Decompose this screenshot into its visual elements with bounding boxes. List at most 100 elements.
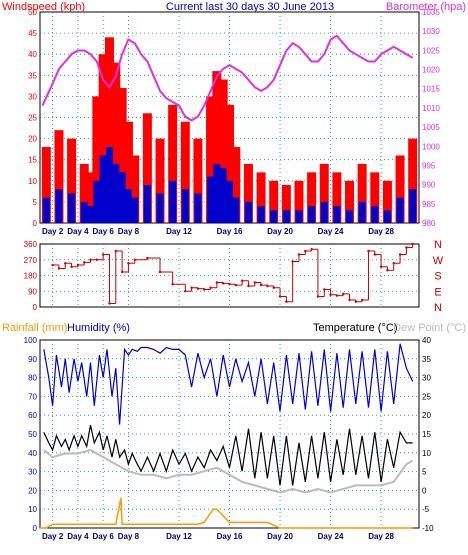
temp-x-tick-label: Day 6 [92, 532, 114, 541]
wind-gust-bar [212, 71, 222, 223]
temperature-y-tick-label: 20 [422, 411, 431, 420]
wind-x-tick-label: Day 28 [368, 227, 394, 236]
humidity-y-tick-label: 80 [28, 374, 37, 383]
wind-series [41, 34, 418, 224]
wind-average-bar [219, 168, 227, 223]
wind-average-bar [358, 201, 366, 223]
direction-point [266, 284, 269, 288]
humidity-y-tick-label: 100 [24, 336, 38, 345]
wind-y-tick-label: 0 [33, 219, 38, 228]
compass-label: N [434, 302, 442, 314]
wind-average-bar [333, 206, 341, 223]
wind-y-tick-label: 35 [28, 71, 37, 80]
temperature-y-tick-label: 5 [422, 468, 427, 477]
barometer-line [41, 34, 414, 122]
direction-point [354, 300, 358, 303]
barometer-y-tick-label: 1010 [422, 104, 440, 113]
wind-average-bar [80, 201, 88, 223]
wind-average-bar [169, 180, 177, 223]
direction-y-tick-label: 360 [24, 240, 38, 249]
wind-average-bar [308, 206, 316, 223]
humidity-y-tick-label: 70 [28, 392, 37, 401]
wind-gust-bar [370, 172, 380, 223]
wind-average-bar [181, 189, 189, 223]
wind-y-tick-label: 50 [28, 8, 37, 17]
wind-y-ticks: 0 5 10 15 20 25 30 35 40 45 50 [28, 8, 37, 228]
humidity-y-tick-label: 60 [28, 411, 37, 420]
wind-average-bar [118, 172, 126, 223]
temperature-y-tick-label: -10 [422, 524, 434, 533]
temp-x-tick-label: Day 8 [118, 532, 140, 541]
wind-average-bar [131, 197, 139, 223]
temp-x-tick-label: Day 20 [267, 532, 293, 541]
wind-gust-bar [67, 138, 77, 223]
wind-gust-bar [256, 172, 266, 223]
humidity-y-tick-label: 10 [28, 505, 37, 514]
humidity-line [43, 343, 414, 425]
temperature-axis-label: Temperature (°C) [313, 322, 397, 334]
direction-y-tick-label: 90 [28, 287, 37, 296]
wind-gust-bar [155, 138, 165, 223]
chart-title: Current last 30 days 30 June 2013 [166, 1, 334, 13]
temperature-y-tick-label: 0 [422, 486, 427, 495]
direction-point [310, 248, 313, 251]
barometer-y-tick-label: 990 [422, 181, 436, 190]
humidity-y-tick-label: 0 [33, 524, 38, 533]
direction-y-tick-label: 270 [24, 256, 38, 265]
temp-series [40, 343, 414, 529]
wind-gust-bar [86, 172, 96, 223]
direction-y-tick-label: 180 [24, 272, 38, 281]
wind-average-bar [143, 185, 151, 223]
direction-y-ticks: 0 90 180 270 360 [24, 240, 38, 312]
barometer-y-tick-label: 1030 [422, 27, 440, 36]
direction-point [329, 293, 332, 296]
rain-humidity-temperature-panel: 0 10 20 30 40 50 60 70 80 90 100 -10 -5 0 5 10 15 20 25 30… [2, 322, 466, 541]
wind-y-tick-label: 20 [28, 135, 37, 144]
wind-y-tick-label: 45 [28, 29, 37, 38]
wind-gust-bar [382, 180, 392, 223]
wind-x-tick-label: Day 4 [67, 227, 89, 236]
wind-average-bar [371, 206, 379, 223]
wind-average-bar [226, 180, 233, 223]
wind-gust-bar [294, 180, 304, 223]
direction-point [411, 242, 414, 246]
barometer-y-axis-label: Barometer (hpa) [386, 1, 466, 13]
barometer-y-tick-label: 1025 [422, 46, 440, 55]
wind-x-tick-label: Day 16 [217, 227, 243, 236]
wind-gust-bar [345, 180, 355, 223]
temperature-line [43, 424, 413, 486]
temperature-y-tick-label: 40 [422, 336, 431, 345]
barometer-y-tick-label: 1035 [422, 8, 440, 17]
wind-gust-bar [408, 138, 418, 223]
direction-point [360, 298, 364, 302]
temp-x-tick-label: Day 4 [67, 532, 89, 541]
wind-gust-bar [281, 185, 291, 223]
wind-average-bar [105, 147, 113, 223]
wind-average-bar [112, 163, 120, 223]
temperature-y-tick-label: -5 [422, 505, 430, 514]
wind-x-tick-label: Day 6 [92, 227, 114, 236]
wind-gust-bar [357, 163, 367, 223]
wind-average-bar [194, 193, 202, 223]
dewpoint-axis-label: Dew Point (°C) [393, 322, 466, 334]
wind-average-bar [295, 210, 303, 223]
barometer-y-ticks: 980 985 990 995 1000 1005 1010 1015 1020 1025 1030… [422, 8, 440, 228]
wind-gust-bar [142, 113, 152, 223]
temp-x-tick-label: Day 12 [166, 532, 192, 541]
wind-average-bar [207, 176, 215, 223]
wind-y-tick-label: 10 [28, 177, 37, 186]
temp-x-tick-label: Day 24 [318, 532, 344, 541]
humidity-y-tick-label: 90 [28, 355, 37, 364]
temp-x-tick-label: Day 2 [42, 532, 64, 541]
wind-gust-bar [180, 121, 190, 223]
temp-x-tick-label: Day 16 [217, 532, 243, 541]
direction-point [379, 265, 383, 268]
rainfall-line [40, 497, 413, 529]
wind-x-tick-label: Day 20 [267, 227, 293, 236]
temperature-y-tick-label: 30 [422, 374, 431, 383]
temperature-y-ticks: -10 -5 0 5 10 15 20 25 30 35 40 [422, 336, 434, 533]
wind-gust-bar [218, 79, 228, 224]
humidity-axis-label: Humidity (%) [67, 322, 130, 334]
